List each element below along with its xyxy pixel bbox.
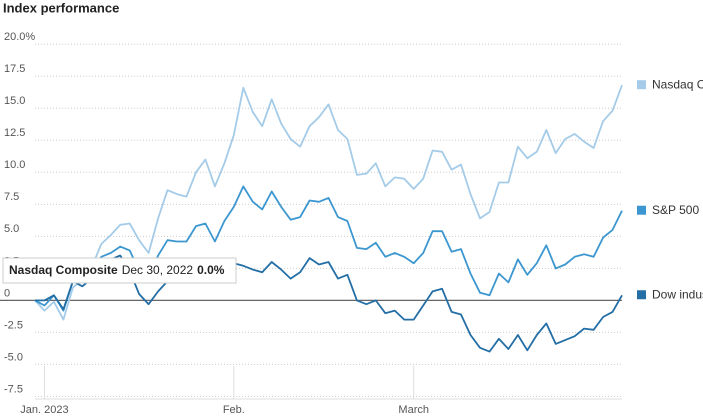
tooltip-part: Dec 30, 2022: [122, 263, 194, 277]
chart-title: Index performance: [3, 0, 119, 15]
legend-label: Dow industrials: [652, 287, 703, 301]
tooltip-part: 0.0%: [197, 263, 225, 277]
y-tick-label: 0: [4, 287, 10, 299]
y-tick-label: 17.5: [4, 63, 25, 75]
y-tick-label: 5.0: [4, 223, 19, 235]
tooltip: Nasdaq Composite Dec 30, 2022 0.0%: [2, 257, 237, 284]
y-tick-label: 7.5: [4, 191, 19, 203]
y-tick-label: 20.0%: [4, 31, 35, 43]
series-line: [34, 185, 623, 312]
legend-label: Nasdaq Composite: [652, 77, 703, 91]
y-tick-label: -5.0: [4, 351, 23, 363]
tooltip-box: [2, 257, 237, 284]
legend-label: S&P 500: [652, 203, 699, 217]
x-tick-label: March: [398, 404, 429, 416]
series-line: [34, 84, 623, 321]
y-tick-label: 10.0: [4, 159, 25, 171]
y-tick-label: -2.5: [4, 319, 23, 331]
legend-swatch: [637, 80, 646, 90]
legend-swatch: [637, 290, 646, 300]
y-tick-label: -7.5: [4, 383, 23, 395]
legend-swatch: [637, 205, 646, 215]
x-tick-label: Feb.: [223, 404, 245, 416]
y-tick-label: 15.0: [4, 95, 25, 107]
tooltip-part: Nasdaq Composite: [9, 263, 118, 277]
x-tick-label: Jan. 2023: [20, 404, 68, 416]
y-tick-label: 12.5: [4, 127, 25, 139]
tooltip-text: Nasdaq Composite Dec 30, 2022 0.0%: [9, 263, 225, 277]
